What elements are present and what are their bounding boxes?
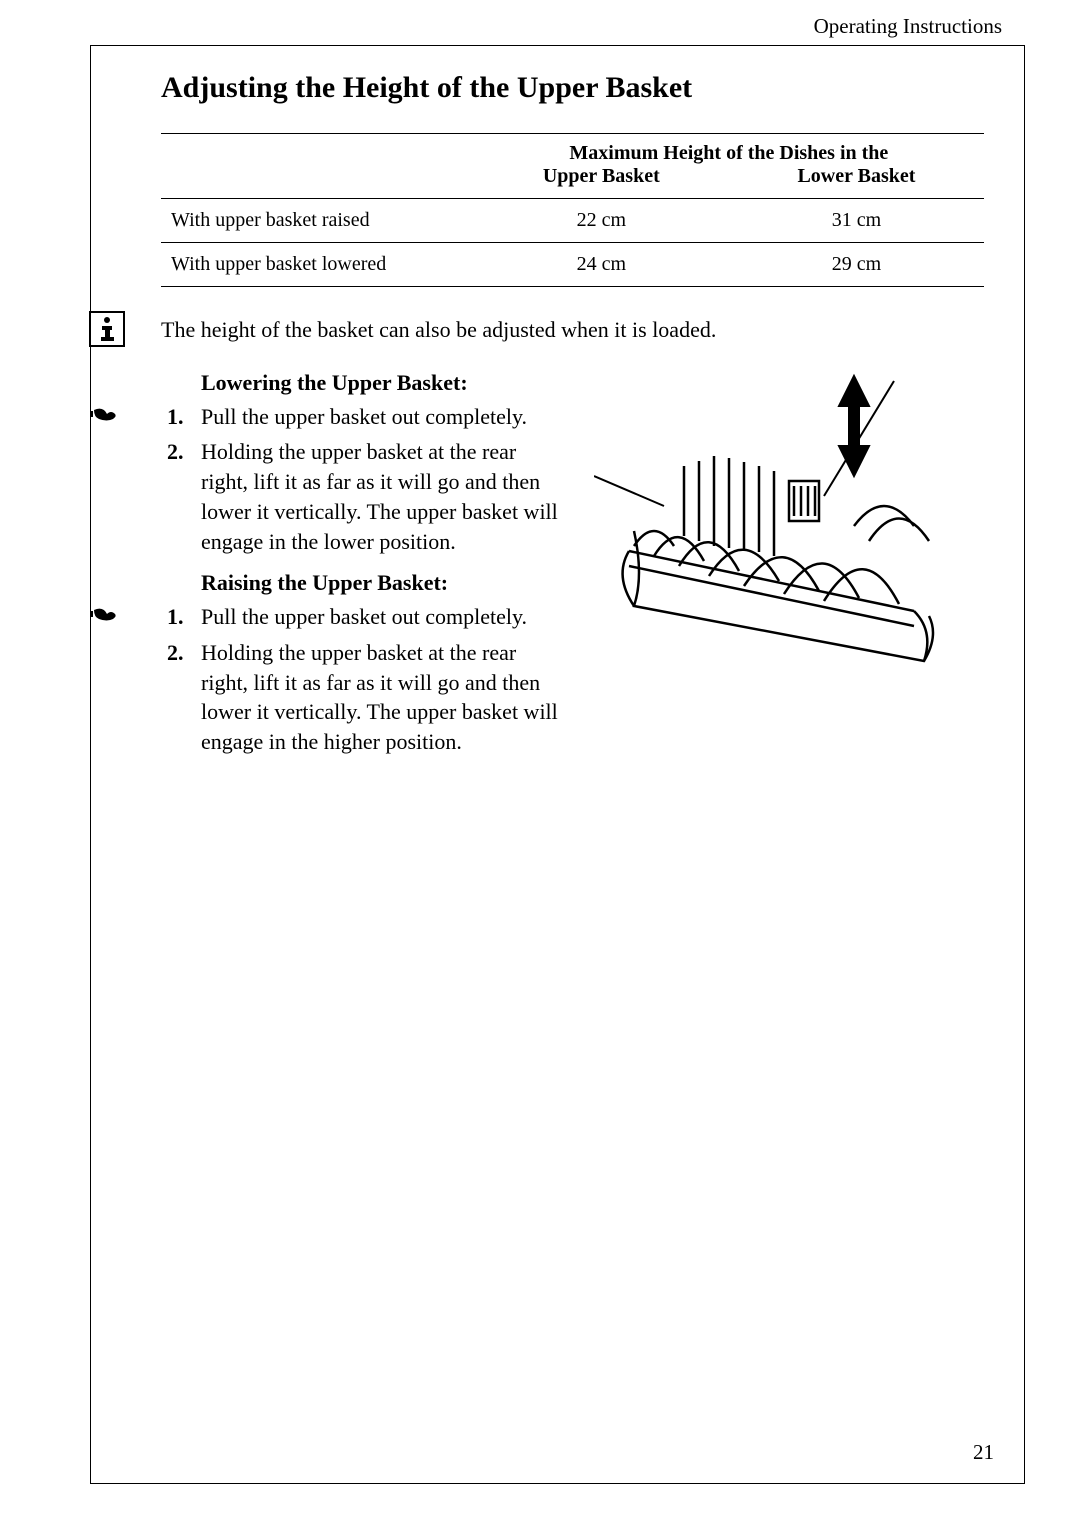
info-note: The height of the basket can also be adj… (161, 315, 984, 346)
page-frame: Operating Instructions Adjusting the Hei… (90, 45, 1025, 1484)
section-heading-raising: Raising the Upper Basket: (201, 570, 564, 596)
list-item: 2.Holding the upper basket at the rear r… (161, 437, 564, 556)
page-title: Adjusting the Height of the Upper Basket (161, 71, 984, 105)
raising-steps: 1.Pull the upper basket out completely. … (161, 602, 564, 756)
list-item: 1.Pull the upper basket out completely. (161, 602, 564, 632)
step-text: Pull the upper basket out completely. (201, 604, 527, 629)
table-cell: 31 cm (729, 199, 984, 243)
table-col-0 (161, 165, 474, 199)
list-item: 1.Pull the upper basket out completely. (161, 402, 564, 432)
table-col-2: Lower Basket (729, 165, 984, 199)
table-col-1: Upper Basket (474, 165, 729, 199)
page-number: 21 (973, 1440, 994, 1465)
basket-diagram-icon (594, 366, 974, 686)
hand-pointer-icon (89, 404, 119, 430)
table-cell: With upper basket raised (161, 199, 474, 243)
page-content: Adjusting the Height of the Upper Basket… (91, 46, 1024, 783)
hand-pointer-icon (89, 604, 119, 630)
info-note-text: The height of the basket can also be adj… (161, 315, 984, 346)
table-cell: With upper basket lowered (161, 243, 474, 287)
step-text: Holding the upper basket at the rear rig… (201, 640, 558, 754)
table-row: With upper basket lowered 24 cm 29 cm (161, 243, 984, 287)
table-row: With upper basket raised 22 cm 31 cm (161, 199, 984, 243)
table-cell: 24 cm (474, 243, 729, 287)
lowering-steps: 1.Pull the upper basket out completely. … (161, 402, 564, 556)
table-cell: 22 cm (474, 199, 729, 243)
table-cell: 29 cm (729, 243, 984, 287)
section-heading-lowering: Lowering the Upper Basket: (201, 370, 564, 396)
table-spanner-header: Maximum Height of the Dishes in the (474, 134, 984, 166)
header-label: Operating Instructions (814, 14, 1002, 39)
step-text: Holding the upper basket at the rear rig… (201, 439, 558, 553)
step-text: Pull the upper basket out completely. (201, 404, 527, 429)
height-table: Maximum Height of the Dishes in the Uppe… (161, 133, 984, 287)
info-icon (89, 311, 125, 347)
list-item: 2.Holding the upper basket at the rear r… (161, 638, 564, 757)
